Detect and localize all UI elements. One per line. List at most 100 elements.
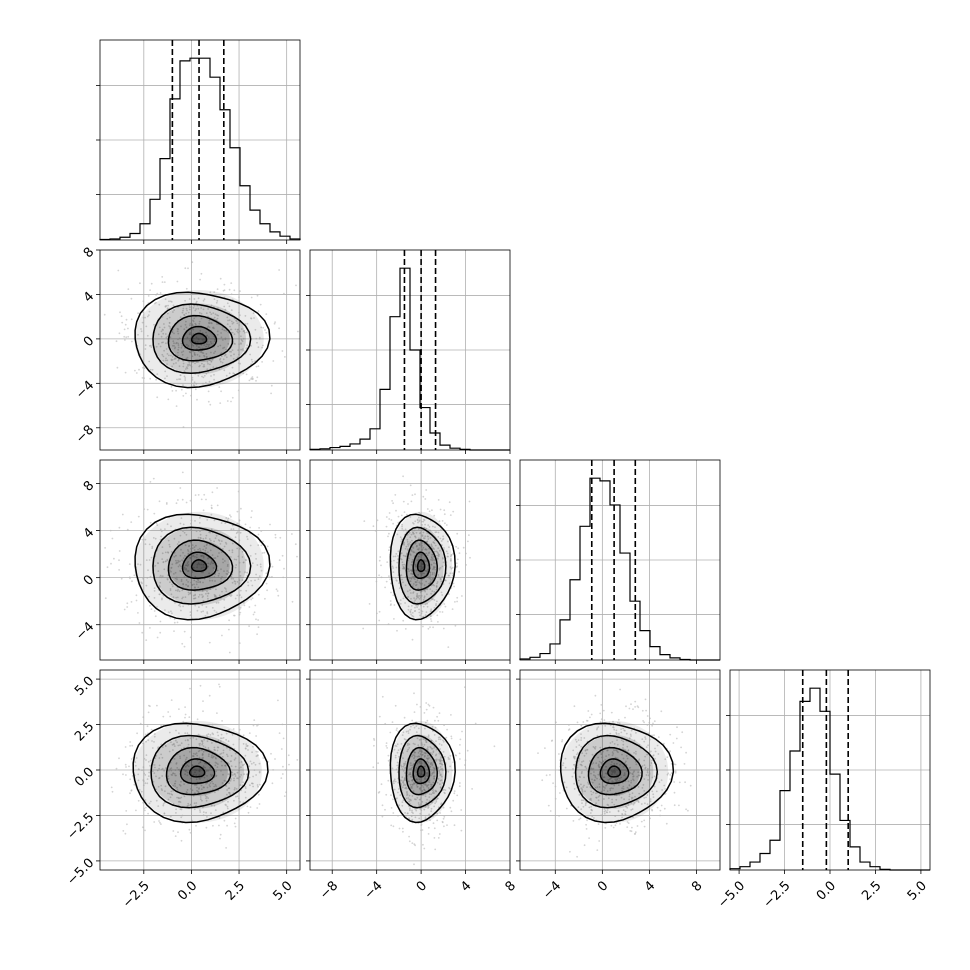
scatter-point (190, 361, 193, 364)
scatter-point (238, 330, 241, 333)
scatter-point (199, 329, 202, 332)
scatter-point (233, 353, 235, 356)
scatter-point (182, 426, 185, 428)
scatter-point (160, 823, 162, 825)
histogram-step (99, 57, 301, 241)
scatter-point (202, 338, 205, 340)
scatter-point (181, 353, 184, 356)
scatter-point (162, 359, 165, 362)
scatter-point (673, 791, 676, 794)
scatter-point (245, 347, 248, 350)
scatter-point (161, 546, 164, 548)
scatter-point (265, 582, 268, 585)
scatter-point (205, 381, 207, 384)
scatter-point (423, 847, 426, 850)
scatter-point (163, 349, 165, 352)
scatter-point (223, 283, 226, 286)
scatter-point (420, 829, 422, 832)
scatter-point (241, 348, 244, 350)
scatter-point (133, 574, 136, 577)
scatter-point (568, 724, 570, 726)
scatter-point (119, 311, 121, 314)
scatter-point (200, 498, 203, 501)
scatter-point (240, 328, 243, 330)
scatter-point (187, 311, 190, 314)
scatter-point (256, 724, 258, 727)
scatter-point (220, 332, 222, 334)
scatter-point (441, 611, 444, 613)
scatter-point (387, 759, 390, 762)
scatter-point (202, 299, 205, 302)
scatter-point (380, 783, 383, 786)
scatter-point (185, 320, 187, 323)
scatter-point (181, 642, 184, 645)
scatter-point (189, 322, 192, 325)
scatter-point (210, 351, 212, 354)
scatter-point (263, 551, 266, 554)
scatter-point (185, 307, 188, 310)
scatter-point (236, 510, 239, 513)
scatter-point (125, 336, 128, 339)
scatter-point (191, 355, 194, 358)
scatter-point (165, 342, 167, 345)
scatter-point (219, 277, 222, 280)
scatter-panel-1-3 (96, 459, 301, 664)
scatter-point (585, 719, 588, 722)
scatter-point (130, 521, 133, 523)
scatter-point (179, 487, 182, 489)
scatter-point (177, 351, 179, 354)
scatter-point (588, 837, 590, 839)
scatter-point (205, 343, 208, 346)
scatter-point (594, 694, 597, 697)
scatter-point (209, 363, 211, 366)
scatter-point (169, 715, 172, 718)
scatter-point (390, 807, 393, 809)
scatter-point (106, 566, 109, 569)
scatter-point (163, 323, 165, 325)
panel-frame (729, 669, 931, 871)
scatter-point (387, 623, 390, 625)
scatter-point (643, 819, 646, 822)
scatter-point (148, 704, 150, 707)
scatter-point (205, 345, 207, 348)
scatter-point (243, 330, 246, 332)
scatter-point (177, 332, 180, 335)
scatter-point (237, 490, 240, 493)
scatter-point (281, 350, 284, 352)
scatter-point (224, 338, 227, 341)
scatter-point (157, 333, 160, 336)
y-tick-label: 8 (81, 245, 97, 261)
scatter-point (432, 706, 435, 709)
scatter-point (561, 739, 564, 741)
scatter-point (178, 378, 180, 380)
scatter-point (444, 605, 447, 608)
scatter-point (205, 372, 208, 375)
scatter-point (197, 337, 200, 340)
scatter-point (378, 715, 381, 718)
scatter-point (380, 564, 382, 567)
scatter-point (214, 537, 217, 540)
scatter-point (291, 533, 293, 535)
scatter-point (210, 375, 212, 377)
scatter-point (438, 712, 441, 714)
scatter-point (617, 718, 620, 721)
scatter-point (674, 763, 677, 766)
scatter-point (391, 721, 394, 723)
scatter-point (211, 359, 214, 361)
scatter-point (155, 378, 157, 381)
scatter-point (630, 703, 632, 706)
scatter-point (173, 309, 175, 311)
scatter-point (128, 765, 130, 768)
x-tick-label: 5.0 (905, 878, 930, 903)
scatter-point (392, 825, 395, 828)
scatter-point (225, 356, 228, 359)
scatter-point (128, 563, 131, 565)
scatter-point (129, 577, 131, 580)
scatter-point (599, 712, 602, 715)
scatter-point (229, 325, 231, 328)
scatter-point (288, 763, 290, 766)
scatter-point (675, 737, 678, 740)
scatter-point (252, 312, 255, 315)
scatter-point (422, 843, 424, 846)
scatter-point (458, 552, 461, 554)
